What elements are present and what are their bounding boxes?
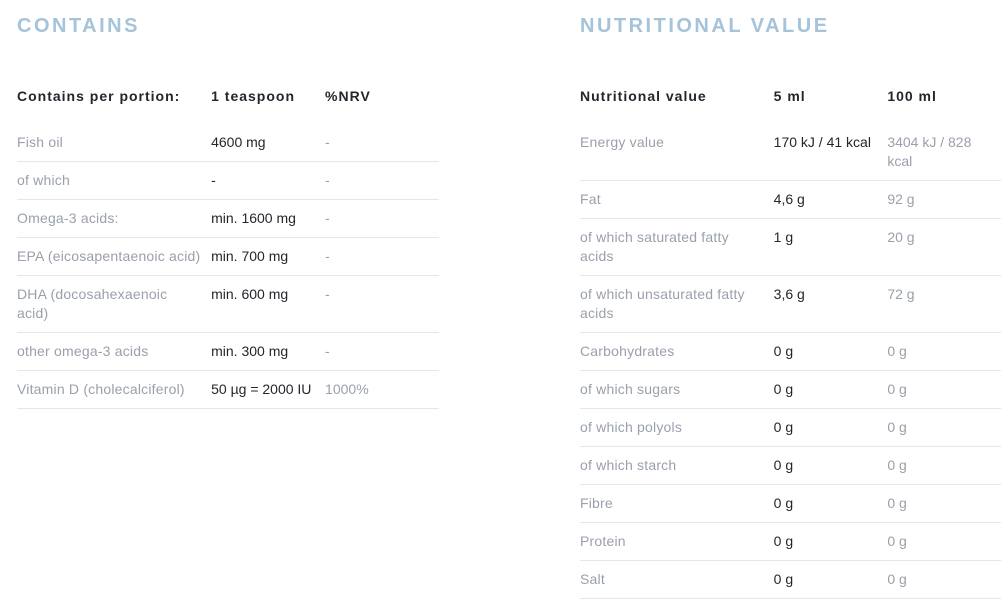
- col-header-5ml: 5 ml: [773, 88, 806, 104]
- row-label: DHA (docosahexaenoic acid): [17, 286, 168, 321]
- nutritional-value-table: Nutritional value 5 ml 100 ml Energy val…: [580, 87, 1001, 599]
- row-value-5ml: 0 g: [773, 533, 794, 549]
- table-row-polyols: of which polyols 0 g 0 g: [580, 409, 1001, 447]
- table-row-fat: Fat 4,6 g 92 g: [580, 181, 1001, 219]
- table-row-sugars: of which sugars 0 g 0 g: [580, 371, 1001, 409]
- row-value-100ml: 72 g: [887, 286, 915, 302]
- row-nrv: -: [325, 134, 330, 150]
- row-label: of which unsaturated fatty acids: [580, 286, 745, 321]
- row-amount: -: [211, 172, 216, 188]
- col-header-nutritional-value: Nutritional value: [580, 88, 707, 104]
- row-amount: 4600 mg: [211, 134, 266, 150]
- row-label: Protein: [580, 533, 626, 549]
- row-value-100ml: 0 g: [887, 419, 907, 435]
- row-value-5ml: 170 kJ / 41 kcal: [773, 134, 871, 150]
- row-nrv: 1000%: [325, 381, 369, 397]
- row-value-100ml: 0 g: [887, 381, 907, 397]
- row-value-5ml: 0 g: [773, 343, 794, 359]
- table-row-unsaturated-fat: of which unsaturated fatty acids 3,6 g 7…: [580, 276, 1001, 333]
- contains-table: Contains per portion: 1 teaspoon %NRV Fi…: [17, 87, 439, 409]
- row-nrv: -: [325, 248, 330, 264]
- table-row-epa: EPA (eicosapentaenoic acid) min. 700 mg …: [17, 238, 439, 276]
- table-row-saturated-fat: of which saturated fatty acids 1 g 20 g: [580, 219, 1001, 276]
- table-row-fibre: Fibre 0 g 0 g: [580, 485, 1001, 523]
- row-amount: 50 µg = 2000 IU: [211, 381, 312, 397]
- row-label: Omega-3 acids:: [17, 210, 119, 226]
- row-label: Fish oil: [17, 134, 63, 150]
- row-amount: min. 700 mg: [211, 248, 289, 264]
- row-label: Vitamin D (cholecalciferol): [17, 381, 185, 397]
- row-label: Salt: [580, 571, 605, 587]
- row-amount: min. 300 mg: [211, 343, 289, 359]
- row-label: Carbohydrates: [580, 343, 675, 359]
- row-label: other omega-3 acids: [17, 343, 149, 359]
- row-label: of which sugars: [580, 381, 681, 397]
- row-value-100ml: 92 g: [887, 191, 915, 207]
- row-value-5ml: 1 g: [773, 229, 794, 245]
- table-row-dha: DHA (docosahexaenoic acid) min. 600 mg -: [17, 276, 439, 333]
- nutritional-value-section: NUTRITIONAL VALUE Nutritional value 5 ml…: [580, 14, 1001, 599]
- col-header-1-teaspoon: 1 teaspoon: [211, 88, 296, 104]
- table-row-energy-value: Energy value 170 kJ / 41 kcal 3404 kJ / …: [580, 124, 1001, 181]
- table-row-starch: of which starch 0 g 0 g: [580, 447, 1001, 485]
- table-row-omega3-acids: Omega-3 acids: min. 1600 mg -: [17, 200, 439, 238]
- row-label: Fibre: [580, 495, 613, 511]
- col-header-nrv: %NRV: [325, 88, 371, 104]
- contains-section: CONTAINS Contains per portion: 1 teaspoo…: [17, 14, 439, 599]
- contains-header-row: Contains per portion: 1 teaspoon %NRV: [17, 87, 439, 124]
- row-value-5ml: 0 g: [773, 457, 794, 473]
- nutritional-value-title: NUTRITIONAL VALUE: [580, 15, 830, 37]
- row-value-100ml: 0 g: [887, 457, 907, 473]
- row-value-100ml: 0 g: [887, 533, 907, 549]
- row-amount: min. 1600 mg: [211, 210, 296, 226]
- row-label: of which polyols: [580, 419, 683, 435]
- table-row-carbohydrates: Carbohydrates 0 g 0 g: [580, 333, 1001, 371]
- row-value-5ml: 0 g: [773, 381, 794, 397]
- nutritional-header-row: Nutritional value 5 ml 100 ml: [580, 87, 1001, 124]
- table-row-other-omega3: other omega-3 acids min. 300 mg -: [17, 333, 439, 371]
- row-value-5ml: 0 g: [773, 571, 794, 587]
- row-label: EPA (eicosapentaenoic acid): [17, 248, 201, 264]
- row-nrv: -: [325, 210, 330, 226]
- table-row-protein: Protein 0 g 0 g: [580, 523, 1001, 561]
- row-value-5ml: 0 g: [773, 495, 794, 511]
- row-value-100ml: 0 g: [887, 571, 907, 587]
- col-header-100ml: 100 ml: [887, 88, 937, 104]
- table-row-salt: Salt 0 g 0 g: [580, 561, 1001, 599]
- table-row-of-which: of which - -: [17, 162, 439, 200]
- row-amount: min. 600 mg: [211, 286, 289, 302]
- contains-title: CONTAINS: [17, 15, 140, 37]
- row-label: of which: [17, 172, 70, 188]
- row-value-100ml: 20 g: [887, 229, 915, 245]
- row-label: Fat: [580, 191, 601, 207]
- col-header-contains-per-portion: Contains per portion:: [17, 88, 181, 104]
- row-value-5ml: 3,6 g: [773, 286, 805, 302]
- row-value-100ml: 0 g: [887, 495, 907, 511]
- row-nrv: -: [325, 343, 330, 359]
- row-label: of which starch: [580, 457, 677, 473]
- row-value-5ml: 0 g: [773, 419, 794, 435]
- row-value-100ml: 3404 kJ / 828 kcal: [887, 134, 972, 169]
- row-value-5ml: 4,6 g: [773, 191, 805, 207]
- row-label: of which saturated fatty acids: [580, 229, 729, 264]
- row-label: Energy value: [580, 134, 665, 150]
- row-value-100ml: 0 g: [887, 343, 907, 359]
- row-nrv: -: [325, 286, 330, 302]
- table-row-fish-oil: Fish oil 4600 mg -: [17, 124, 439, 162]
- row-nrv: -: [325, 172, 330, 188]
- table-row-vitamin-d: Vitamin D (cholecalciferol) 50 µg = 2000…: [17, 371, 439, 409]
